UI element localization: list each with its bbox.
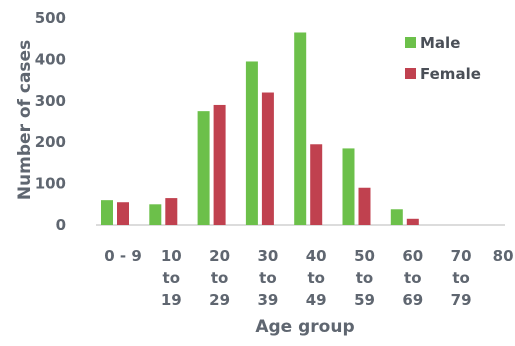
x-axis-title: Age group [255,317,354,337]
x-tick-label: 30 [257,247,278,265]
bar-female [406,218,419,225]
x-tick-label: 0 - 9 [104,247,142,265]
legend: Male Female [405,34,481,83]
x-tick-label: to [259,269,276,287]
y-tick-label: 400 [35,50,66,68]
legend-swatch [405,37,416,48]
x-tick-label: to [404,269,421,287]
bar-male [149,204,162,225]
legend-label: Female [420,65,481,83]
bar-female [261,92,274,226]
x-tick-label: 70 [451,247,472,265]
x-tick-label: 49 [306,291,327,309]
legend-label: Male [420,34,460,52]
x-tick-label: 79 [451,291,472,309]
x-tick-label: to [356,269,373,287]
bar-male [294,32,307,225]
y-tick-label: 300 [35,92,66,110]
x-tick-label: to [211,269,228,287]
x-tick-label: 10 [161,247,182,265]
bar-male [245,61,258,225]
y-tick-label: 500 [35,9,66,27]
bar-female [358,187,371,225]
bars [101,32,419,226]
x-tick-label: 29 [209,291,230,309]
bar-male [390,209,403,225]
bar-female [213,104,226,225]
x-tick-label: 80+ [493,247,515,265]
x-tick-label: 59 [354,291,375,309]
bar-male [197,111,210,225]
x-tick-label: to [452,269,469,287]
x-tick-label: 19 [161,291,182,309]
bar-female [165,198,178,225]
y-tick-label: 100 [35,175,66,193]
bar-female [117,202,129,225]
bar-female [310,144,323,225]
y-axis-ticks: 0 100 200 300 400 500 [35,9,66,234]
x-tick-label: to [307,269,324,287]
legend-swatch [405,68,416,79]
x-tick-label: to [163,269,180,287]
x-tick-label: 20 [209,247,230,265]
x-tick-label: 60 [402,247,423,265]
y-tick-label: 0 [56,216,66,234]
y-axis-title: Number of cases [15,40,35,200]
x-axis-ticks: 0 - 9 10 to 19 20 to 29 30 to 39 40 to 49 50 to 59 60 to 6… [104,247,515,309]
x-tick-label: 69 [402,291,423,309]
bar-male [101,200,113,225]
x-tick-label: 40 [306,247,327,265]
bar-male [342,148,355,225]
x-tick-label: 50 [354,247,375,265]
y-tick-label: 200 [35,133,66,151]
x-tick-label: 39 [257,291,278,309]
